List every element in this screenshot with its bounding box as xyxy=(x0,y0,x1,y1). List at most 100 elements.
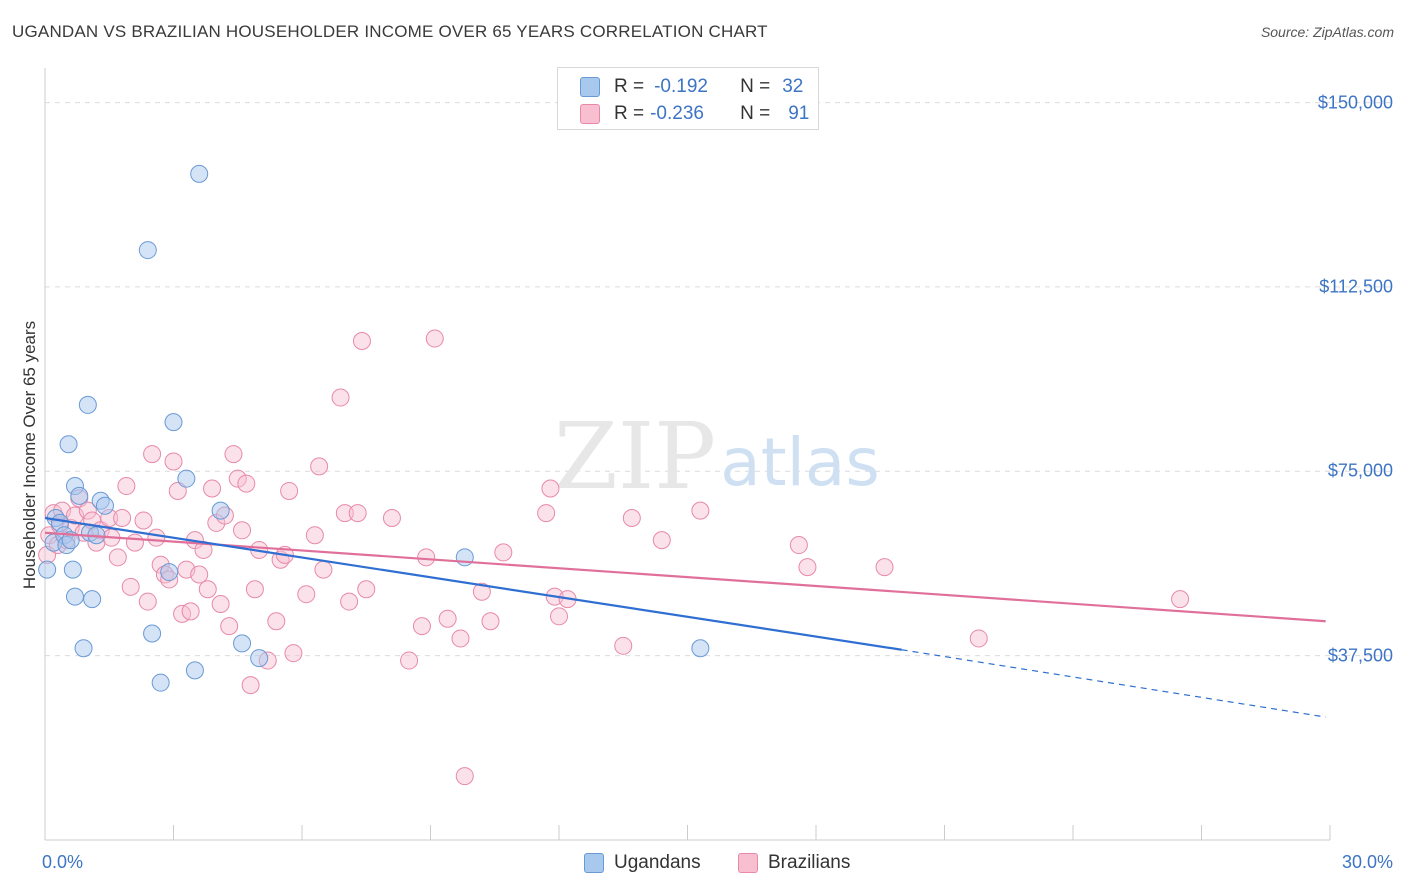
y-tick-label: $112,500 xyxy=(1319,276,1393,297)
brazilians-point xyxy=(147,528,166,547)
brazilians-point xyxy=(108,548,127,567)
y-tick-label: $150,000 xyxy=(1317,92,1393,113)
brazilians-point xyxy=(789,536,808,555)
ugandans-point xyxy=(233,634,252,653)
ugandans-point xyxy=(95,496,114,515)
legend-label: Brazilians xyxy=(768,852,851,873)
ugandans-point xyxy=(455,548,474,567)
ugandans-point xyxy=(211,501,230,520)
brazilians-point xyxy=(164,452,183,471)
brazilians-point xyxy=(267,612,286,631)
brazilians-point xyxy=(280,481,299,500)
ugandans-point xyxy=(250,649,269,668)
brazilians-point xyxy=(211,595,230,614)
brazilians-point xyxy=(228,469,247,488)
chart-title: UGANDAN VS BRAZILIAN HOUSEHOLDER INCOME … xyxy=(12,22,768,41)
legend-row-ugandans: R = -0.192 N = 32 xyxy=(580,74,803,100)
ugandans-point xyxy=(74,639,93,658)
brazilians-point xyxy=(138,592,157,611)
brazilians-point xyxy=(181,602,200,621)
brazilians-point xyxy=(198,580,217,599)
brazilians-point xyxy=(455,767,474,786)
ugandans-point xyxy=(63,560,82,579)
brazilians-point xyxy=(425,329,444,348)
brazilians-point xyxy=(541,479,560,498)
ugandans-point xyxy=(38,560,57,579)
ugandans-trend-extension xyxy=(901,649,1326,718)
brazilians-point xyxy=(203,479,222,498)
grid-lines xyxy=(45,102,1395,657)
watermark: ZIP atlas xyxy=(554,403,880,510)
brazilians-point xyxy=(190,565,209,584)
brazilians-point xyxy=(652,531,671,550)
brazilians-point xyxy=(168,481,187,500)
brazilians-point xyxy=(614,636,633,655)
brazilians-point xyxy=(400,651,419,670)
brazilians-point xyxy=(331,388,350,407)
brazilians-point xyxy=(121,577,140,596)
brazilians-point xyxy=(335,504,354,523)
ugandans-point xyxy=(143,624,162,643)
brazilians-point xyxy=(352,332,371,351)
brazilians-point xyxy=(438,609,457,628)
watermark-zip: ZIP xyxy=(554,403,716,510)
ugandans-swatch xyxy=(580,77,600,97)
y-tick-label: $75,000 xyxy=(1327,460,1393,481)
brazilians-point xyxy=(622,508,641,527)
brazilians-point xyxy=(125,533,144,552)
n-label: N = xyxy=(740,76,771,97)
brazilians-point xyxy=(314,560,333,579)
brazilians-point xyxy=(310,457,329,476)
legend-item-ugandans: Ugandans xyxy=(584,852,701,874)
r-label: R = xyxy=(614,76,645,97)
brazilians-point xyxy=(305,526,324,545)
ugandans-swatch xyxy=(584,853,604,873)
brazilians-point xyxy=(451,629,470,648)
ugandans-point xyxy=(160,563,179,582)
brazilians-point xyxy=(143,445,162,464)
brazilians-point xyxy=(357,580,376,599)
brazilians-point xyxy=(245,580,264,599)
brazilians-point xyxy=(224,445,243,464)
ugandans-point xyxy=(65,587,84,606)
brazilians-swatch xyxy=(738,853,758,873)
ugandans-point xyxy=(78,395,97,414)
ugandans-point xyxy=(691,639,710,658)
brazilians-point xyxy=(113,508,132,527)
brazilians-point xyxy=(537,504,556,523)
brazilians-point xyxy=(798,558,817,577)
ugandans-point xyxy=(190,164,209,183)
n-value: 91 xyxy=(788,103,810,124)
brazilians-point xyxy=(417,548,436,567)
y-axis-label: Householder Income Over 65 years xyxy=(20,320,39,590)
brazilians-point xyxy=(134,511,153,530)
brazilians-point xyxy=(969,629,988,648)
legend-item-brazilians: Brazilians xyxy=(738,852,850,874)
brazilians-point xyxy=(472,582,491,601)
brazilians-point xyxy=(1171,590,1190,609)
brazilians-point xyxy=(412,617,431,636)
brazilians-point xyxy=(78,501,97,520)
correlation-legend: R = -0.192 N = 32 R = -0.236 N = 91 xyxy=(557,67,819,130)
brazilians-point xyxy=(220,617,239,636)
brazilians-point xyxy=(382,508,401,527)
brazilians-point xyxy=(340,592,359,611)
legend-label: Ugandans xyxy=(614,852,701,873)
brazilians-point xyxy=(237,474,256,493)
r-value: -0.236 xyxy=(650,103,704,124)
x-tick-label-max: 30.0% xyxy=(1341,852,1393,872)
brazilians-points xyxy=(38,329,1190,786)
ugandans-point xyxy=(70,486,89,505)
n-value: 32 xyxy=(782,76,804,97)
legend-row-brazilians: R = -0.236 N = 91 xyxy=(580,101,809,127)
brazilians-point xyxy=(494,543,513,562)
ugandans-point xyxy=(138,241,157,260)
brazilians-point xyxy=(284,644,303,663)
brazilians-point xyxy=(241,676,260,695)
ugandans-trend-line xyxy=(44,516,902,651)
brazilians-point xyxy=(875,558,894,577)
brazilians-point xyxy=(117,477,136,496)
brazilians-point xyxy=(691,501,710,520)
brazilians-point xyxy=(233,521,252,540)
